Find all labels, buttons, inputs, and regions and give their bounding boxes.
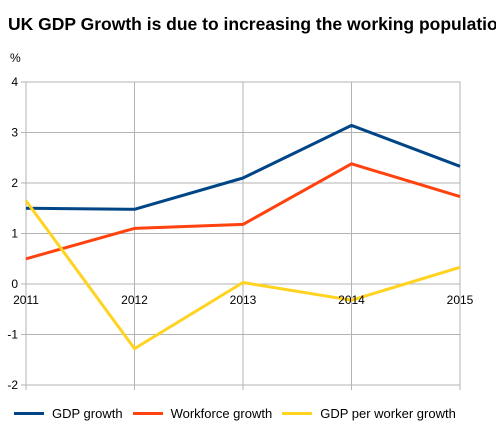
tick-layer: 4 3 2 1 0 -1 -2 2011 2012 2013 2014 2015 [7, 75, 473, 392]
legend: GDP growth Workforce growth GDP per worker… [14, 406, 466, 421]
y-tick-label: 0 [11, 277, 18, 291]
x-tick-label: 2011 [13, 293, 39, 307]
legend-item-gdp-per-worker-growth: GDP per worker growth [282, 406, 456, 421]
y-tick-label: 3 [11, 126, 18, 140]
axis-layer [21, 81, 461, 390]
x-tick-label: 2015 [447, 293, 474, 307]
legend-label: Workforce growth [170, 406, 273, 421]
y-tick-label: 2 [11, 176, 18, 190]
y-tick-label: 1 [11, 227, 18, 241]
legend-swatch [282, 412, 313, 415]
y-tick-label: 4 [11, 75, 18, 89]
legend-item-gdp-growth: GDP growth [14, 406, 123, 421]
x-tick-label: 2012 [121, 293, 148, 307]
series-line-workforce-growth [25, 162, 461, 261]
y-tick-label: -2 [7, 378, 18, 392]
chart-title: UK GDP Growth is due to increasing the w… [8, 14, 496, 34]
legend-swatch [132, 412, 163, 415]
legend-label: GDP per worker growth [320, 406, 456, 421]
grid-layer [25, 81, 461, 386]
legend-label: GDP growth [52, 406, 123, 421]
x-tick-label: 2014 [338, 293, 365, 307]
series-layer [24, 123, 461, 351]
plot-area-border [25, 81, 461, 386]
series-line-gdp-per-worker-growth [24, 199, 461, 351]
y-tick-label: -1 [7, 328, 18, 342]
x-tick-label: 2013 [230, 293, 257, 307]
y-axis-label: % [10, 51, 21, 65]
series-line-gdp-growth [25, 123, 461, 211]
legend-swatch [14, 412, 44, 415]
legend-item-workforce-growth: Workforce growth [132, 406, 273, 421]
